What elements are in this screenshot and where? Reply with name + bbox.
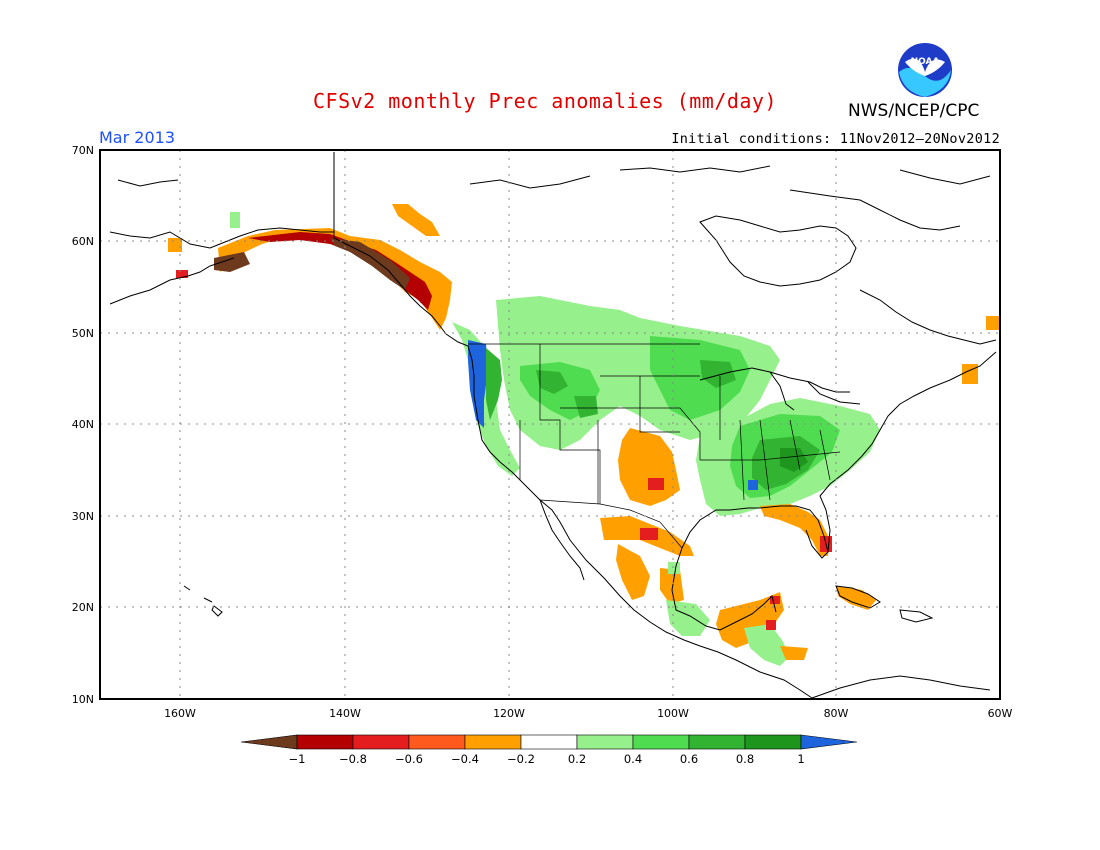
colorbar-label: 0.4 <box>624 752 642 766</box>
map-frame <box>99 149 1001 700</box>
colorbar-arrow-high <box>800 734 858 750</box>
lon-axis: 160W 140W 120W 100W 80W 60W <box>164 707 1012 720</box>
colorbar-swatch <box>688 734 746 750</box>
lat-label: 10N <box>72 693 94 706</box>
colorbar-swatch <box>632 734 690 750</box>
lat-label: 60N <box>72 235 94 248</box>
initial-conditions: Initial conditions: 11Nov2012—20Nov2012 <box>671 131 1000 147</box>
colorbar-label: 0.2 <box>568 752 586 766</box>
colorbar-swatch <box>296 734 354 750</box>
graticule <box>100 150 1000 699</box>
anomaly-field <box>168 204 1000 666</box>
colorbar-swatch <box>576 734 634 750</box>
colorbar-label: −0.6 <box>395 752 423 766</box>
colorbar-label: −1 <box>289 752 306 766</box>
colorbar-swatch <box>744 734 802 750</box>
lon-label: 60W <box>988 707 1013 720</box>
forecast-month: Mar 2013 <box>99 128 175 147</box>
map-title: CFSv2 monthly Prec anomalies (mm/day) <box>313 89 778 113</box>
lat-axis: 70N 60N 50N 40N 30N 20N 10N <box>72 144 94 706</box>
lon-label: 160W <box>164 707 196 720</box>
colorbar-arrow-low <box>240 734 298 750</box>
colorbar-label: 0.6 <box>680 752 698 766</box>
colorbar-label: 1 <box>797 752 804 766</box>
lon-label: 100W <box>657 707 689 720</box>
lat-label: 30N <box>72 510 94 523</box>
lat-label: 40N <box>72 418 94 431</box>
colorbar-swatch <box>520 734 578 750</box>
colorbar-swatch <box>352 734 410 750</box>
colorbar-swatch <box>464 734 522 750</box>
lon-label: 120W <box>493 707 525 720</box>
lat-label: 70N <box>72 144 94 157</box>
lon-label: 140W <box>329 707 361 720</box>
lat-label: 20N <box>72 601 94 614</box>
noaa-logo-icon: NOAA <box>898 43 952 97</box>
colorbar-label: −0.8 <box>339 752 367 766</box>
org-label: NWS/NCEP/CPC <box>848 101 980 121</box>
coastlines <box>109 152 997 699</box>
colorbar: −1 −0.8 −0.6 −0.4 −0.2 0.2 0.4 0.6 0.8 1 <box>240 734 858 766</box>
logo-text: NOAA <box>911 57 940 67</box>
colorbar-label: −0.2 <box>507 752 535 766</box>
lat-label: 50N <box>72 327 94 340</box>
colorbar-label: −0.4 <box>451 752 479 766</box>
colorbar-swatch <box>408 734 466 750</box>
lon-label: 80W <box>824 707 849 720</box>
colorbar-label: 0.8 <box>736 752 754 766</box>
